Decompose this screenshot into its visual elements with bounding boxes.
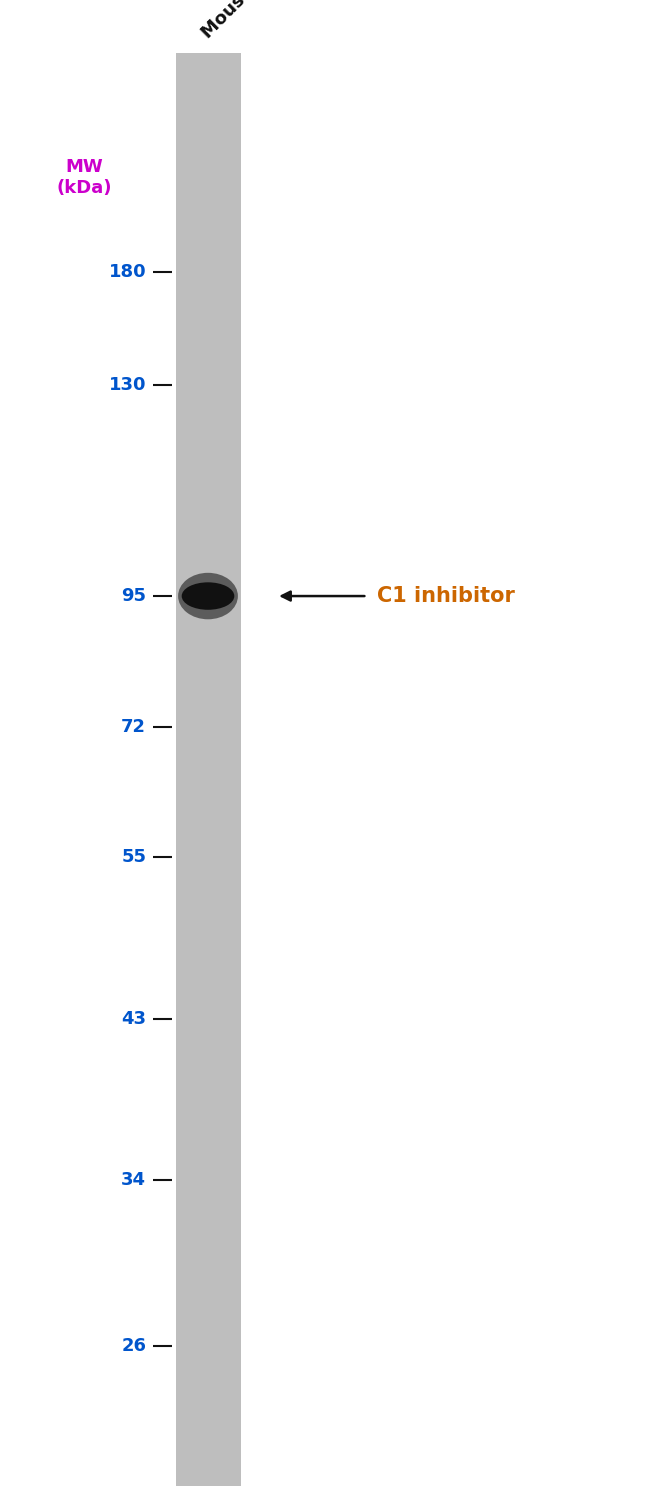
Text: 34: 34 (122, 1171, 146, 1189)
Text: 130: 130 (109, 376, 146, 394)
Text: 95: 95 (122, 587, 146, 605)
Ellipse shape (178, 573, 238, 619)
Text: Mouse plasma: Mouse plasma (198, 0, 313, 42)
Text: 26: 26 (122, 1337, 146, 1355)
Text: 55: 55 (122, 848, 146, 866)
Text: C1 inhibitor: C1 inhibitor (377, 585, 515, 607)
Text: MW
(kDa): MW (kDa) (57, 158, 112, 198)
Text: 72: 72 (122, 718, 146, 736)
Ellipse shape (182, 582, 234, 610)
Text: 180: 180 (109, 263, 146, 281)
Text: 43: 43 (122, 1010, 146, 1028)
Bar (176, 53, 240, 1486)
